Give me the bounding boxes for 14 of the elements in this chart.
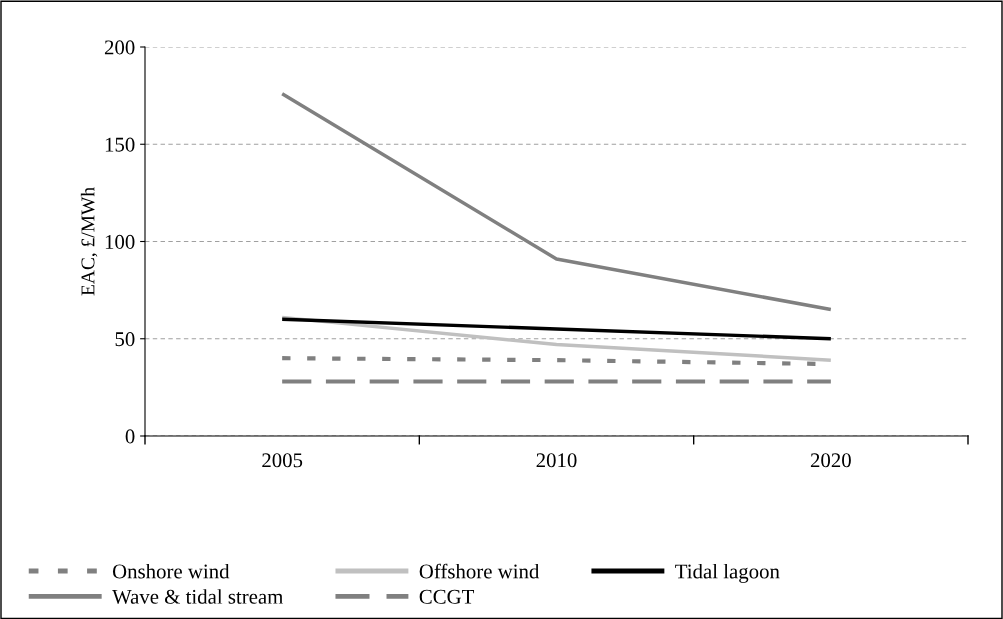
y-tick-label: 0 xyxy=(125,429,135,444)
y-axis-title: EAC, £/MWh xyxy=(80,187,98,296)
y-tick-label: 200 xyxy=(104,40,135,55)
y-tick-label: 50 xyxy=(115,332,135,347)
x-tick-label: 2005 xyxy=(262,453,303,468)
legend-label: Tidal lagoon xyxy=(675,563,780,583)
legend-label: Offshore wind xyxy=(419,563,540,579)
legend-label: Onshore wind xyxy=(112,563,230,579)
legend-label: CCGT xyxy=(419,589,475,604)
x-tick-label: 2020 xyxy=(810,453,851,468)
x-tick-label: 2010 xyxy=(536,453,577,468)
y-tick-label: 100 xyxy=(105,234,135,249)
legend-label: Wave & tidal stream xyxy=(112,589,284,604)
y-tick-label: 150 xyxy=(105,137,135,152)
